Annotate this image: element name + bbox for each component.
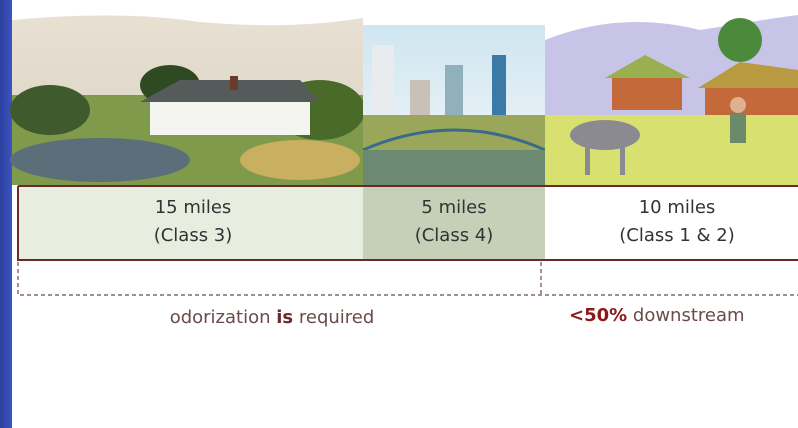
segment-class: (Class 1 & 2) [619, 225, 735, 246]
note-text: downstream [627, 305, 744, 326]
segment-distance: 15 miles [155, 197, 232, 218]
dashed-box [18, 262, 798, 295]
note: <50% downstream [569, 305, 745, 326]
scene-farm [545, 15, 798, 185]
side-strip [0, 0, 12, 428]
note-emphasis: is [276, 307, 293, 328]
note-emphasis: <50% [569, 305, 627, 326]
segment-class: (Class 4) [415, 225, 494, 246]
note-text: odorization [170, 307, 277, 328]
note: odorization is required [170, 307, 375, 328]
segment-class: (Class 3) [154, 225, 233, 246]
scene-city [363, 25, 545, 185]
segment-distance: 5 miles [421, 197, 486, 218]
note-text: required [293, 307, 374, 328]
scene-village [10, 15, 365, 185]
segment-distance: 10 miles [639, 197, 716, 218]
slide: 15 miles (Class 3) 5 miles (Class 4) 10 … [0, 0, 798, 428]
